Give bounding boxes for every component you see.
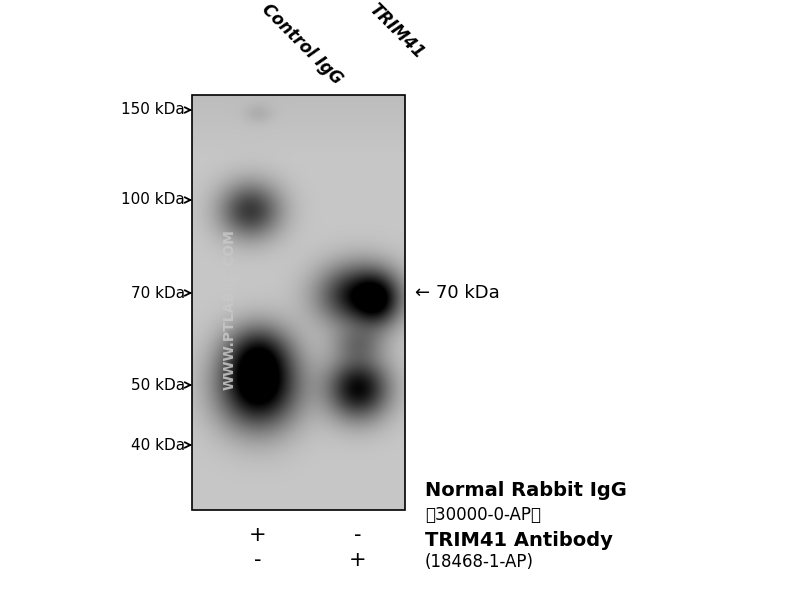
- Text: Control IgG: Control IgG: [258, 0, 346, 88]
- Text: 70 kDa: 70 kDa: [131, 286, 185, 301]
- Text: -: -: [254, 550, 262, 570]
- Text: TRIM41: TRIM41: [365, 0, 427, 62]
- Text: (18468-1-AP): (18468-1-AP): [425, 553, 534, 571]
- Text: WWW.PTLABEC.COM: WWW.PTLABEC.COM: [223, 230, 237, 391]
- Text: TRIM41 Antibody: TRIM41 Antibody: [425, 530, 613, 550]
- Text: +: +: [249, 525, 267, 545]
- Bar: [192, 95, 405, 510]
- Text: 100 kDa: 100 kDa: [122, 193, 185, 208]
- Text: +: +: [349, 550, 367, 570]
- Text: -: -: [354, 525, 362, 545]
- Text: Normal Rabbit IgG: Normal Rabbit IgG: [425, 481, 627, 499]
- Text: ← 70 kDa: ← 70 kDa: [415, 284, 500, 302]
- Text: 150 kDa: 150 kDa: [122, 103, 185, 118]
- Text: 50 kDa: 50 kDa: [131, 377, 185, 392]
- Text: （30000-0-AP）: （30000-0-AP）: [425, 506, 541, 524]
- Text: 40 kDa: 40 kDa: [131, 437, 185, 452]
